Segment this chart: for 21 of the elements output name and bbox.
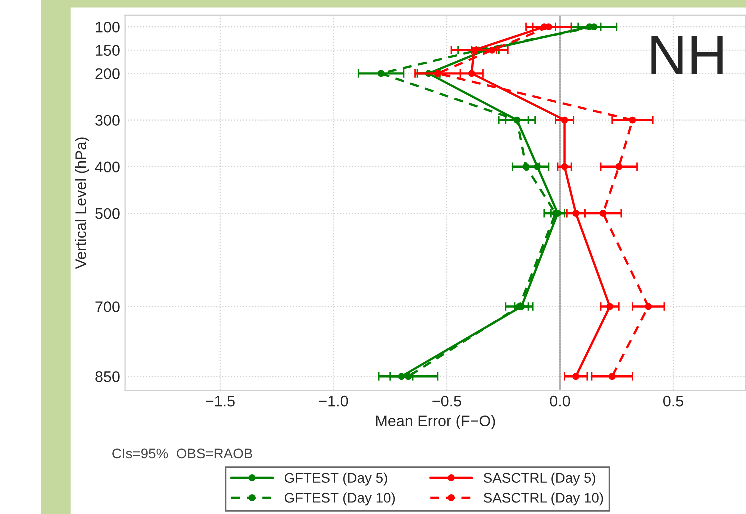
y-tick-label: 400 [95, 162, 120, 173]
y-tick-label: 300 [96, 115, 120, 126]
y-tick-label: 850 [96, 372, 120, 382]
annotation: NH [652, 36, 723, 74]
legend-label: GFTEST (Day 5) [284, 472, 388, 486]
y-axis-title: Vertical Level (hPa) [75, 138, 90, 270]
legend-label: SASCTRL (Day 5) [484, 472, 596, 486]
x-tick-label: −0.5 [432, 396, 462, 407]
x-tick-label: 0.0 [550, 396, 570, 407]
y-tick-label: 100 [96, 22, 120, 33]
x-tick-label: −1.0 [319, 396, 348, 407]
x-tick-label: −1.5 [206, 396, 235, 407]
x-axis-title: Mean Error (F−O) [376, 415, 496, 430]
y-tick-label: 150 [96, 45, 120, 56]
y-tick-label: 500 [96, 208, 120, 220]
x-tick-label: 0.5 [663, 396, 684, 407]
text: CIs=95% OBS=RAOB [112, 448, 252, 459]
y-tick-label: 200 [96, 68, 120, 80]
legend-label: GFTEST (Day 10) [284, 492, 396, 506]
legend-label: SASCTRL (Day 10) [484, 492, 604, 506]
y-tick-label: 700 [96, 302, 120, 312]
